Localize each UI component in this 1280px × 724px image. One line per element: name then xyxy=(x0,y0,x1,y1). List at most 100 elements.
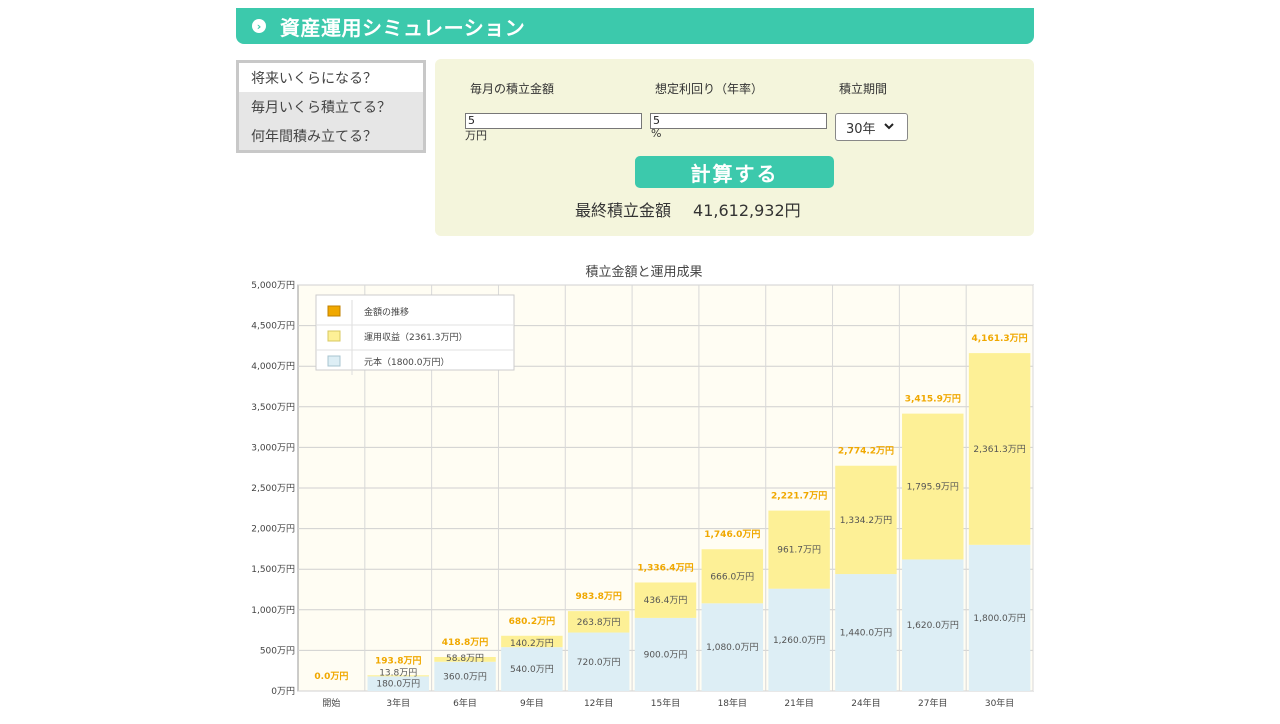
tab-monthly-amount[interactable]: 毎月いくら積立てる？ xyxy=(251,99,391,116)
monthly-amount-label: 毎月の積立金額 xyxy=(470,82,555,96)
legend-label: 運用収益（2361.3万円） xyxy=(364,331,468,343)
bar-profit xyxy=(434,656,496,662)
bar-principal-label: 1,800.0万円 xyxy=(973,613,1025,624)
period-select[interactable]: 30年 xyxy=(835,113,908,141)
tab-future-amount[interactable]: 将来いくらになる？ xyxy=(239,63,423,92)
x-tick-label: 15年目 xyxy=(651,697,680,709)
bar-principal xyxy=(634,617,697,691)
y-tick-label: 4,000万円 xyxy=(251,361,295,372)
chart-container: 積立金額と運用成果 0万円 500万円 1,000万円 1,500万円 2,000万円 2,… xyxy=(236,258,1034,720)
bar-principal-label: 900.0万円 xyxy=(644,649,688,660)
bar-principal xyxy=(567,632,630,691)
bar-profit xyxy=(768,510,830,589)
bar-profit-label: 2,361.3万円 xyxy=(973,444,1025,455)
y-tick-label: 1,000万円 xyxy=(251,605,295,616)
monthly-amount-unit: 万円 xyxy=(465,129,487,142)
monthly-amount-input[interactable]: 5 xyxy=(465,113,642,129)
y-tick-label: 2,500万円 xyxy=(251,483,295,494)
bar-profit-label: 140.2万円 xyxy=(510,638,554,649)
result-label: 最終積立金額 xyxy=(575,201,672,220)
bar-principal xyxy=(768,588,830,691)
legend-swatch xyxy=(327,355,341,367)
simulation-form: 毎月の積立金額 想定利回り（年率） 積立期間 5 万円 5 % 30年 計算する… xyxy=(435,59,1034,236)
x-tick-label: 12年目 xyxy=(584,697,613,709)
calculate-button[interactable]: 計算する xyxy=(635,156,834,188)
bar-total-label: 0.0万円 xyxy=(314,671,348,682)
bar-principal-label: 1,440.0万円 xyxy=(840,628,892,639)
bar-profit-label: 1,795.9万円 xyxy=(907,482,959,493)
bar-total-label: 193.8万円 xyxy=(375,655,421,666)
bar-profit xyxy=(835,465,897,575)
bar-principal-label: 180.0万円 xyxy=(376,679,420,690)
expected-rate-unit: % xyxy=(651,127,662,140)
bar-total-label: 2,774.2万円 xyxy=(838,446,894,457)
bar-principal-label: 540.0万円 xyxy=(510,664,554,675)
app-header: › 資産運用シミュレーション xyxy=(236,8,1034,44)
bar-profit-label: 436.4万円 xyxy=(644,595,688,606)
x-tick-label: 開始 xyxy=(322,697,340,709)
period-label: 積立期間 xyxy=(839,82,888,96)
bar-profit xyxy=(634,582,697,618)
bar-profit-label: 263.8万円 xyxy=(577,617,621,628)
bar-profit xyxy=(367,675,429,677)
result-value: 41,612,932円 xyxy=(693,201,801,220)
page-title: 資産運用シミュレーション xyxy=(280,15,526,40)
bar-total-label: 1,336.4万円 xyxy=(637,562,693,573)
bar-profit xyxy=(968,353,1031,545)
y-tick-label: 3,500万円 xyxy=(251,402,295,413)
bar-principal xyxy=(902,559,964,691)
legend-swatch xyxy=(327,330,341,342)
expected-rate-input[interactable]: 5 xyxy=(650,113,827,129)
bar-principal-label: 1,260.0万円 xyxy=(773,635,825,646)
y-tick-label: 2,000万円 xyxy=(251,524,295,535)
chevron-down-icon xyxy=(883,122,894,133)
y-tick-label: 500万円 xyxy=(260,645,295,656)
bar-total-label: 4,161.3万円 xyxy=(972,333,1028,344)
bar-total-label: 418.8万円 xyxy=(442,637,488,648)
y-tick-label: 0万円 xyxy=(271,686,295,697)
bar-principal-label: 1,080.0万円 xyxy=(706,642,758,653)
period-select-value: 30年 xyxy=(846,121,876,137)
x-tick-label: 3年目 xyxy=(386,697,410,709)
bar-profit-label: 961.7万円 xyxy=(777,545,821,556)
accumulation-chart: 積立金額と運用成果 0万円 500万円 1,000万円 1,500万円 2,000万円 2,… xyxy=(251,264,1034,709)
bar-total-label: 1,746.0万円 xyxy=(704,529,760,540)
bar-profit xyxy=(701,549,764,604)
bar-total-label: 983.8万円 xyxy=(575,591,621,602)
x-tick-label: 21年目 xyxy=(784,697,813,709)
bar-principal xyxy=(434,661,496,691)
x-tick-label: 27年目 xyxy=(918,697,947,709)
expected-rate-label: 想定利回り（年率） xyxy=(655,82,764,96)
chart-title: 積立金額と運用成果 xyxy=(585,264,702,280)
legend-label: 元本（1800.0万円） xyxy=(364,356,450,368)
bar-principal xyxy=(501,647,563,691)
x-tick-label: 9年目 xyxy=(520,697,544,709)
bar-principal xyxy=(835,574,897,691)
y-tick-label: 3,000万円 xyxy=(251,442,295,453)
bar-principal xyxy=(701,603,764,691)
legend-box xyxy=(315,294,515,371)
legend-label: 金額の推移 xyxy=(364,306,409,318)
bar-profit xyxy=(501,635,563,648)
bar-profit-label: 58.8万円 xyxy=(446,653,484,664)
bar-profit-label: 666.0万円 xyxy=(710,571,754,582)
bar-principal-label: 720.0万円 xyxy=(577,657,621,668)
tab-years[interactable]: 何年間積み立てる？ xyxy=(251,128,377,145)
bar-profit-label: 1,334.2万円 xyxy=(840,515,892,526)
x-tick-label: 24年目 xyxy=(851,697,880,709)
mode-tabs: 将来いくらになる？ 毎月いくら積立てる？ 何年間積み立てる？ xyxy=(236,60,426,153)
x-tick-label: 30年目 xyxy=(985,697,1014,709)
bar-total-label: 680.2万円 xyxy=(509,616,555,627)
y-tick-label: 4,500万円 xyxy=(251,321,295,332)
result-line: 最終積立金額 41,612,932円 xyxy=(575,197,801,221)
bar-total-label: 3,415.9万円 xyxy=(905,394,961,405)
bar-principal-label: 1,620.0万円 xyxy=(907,620,959,631)
chevron-right-circle-icon: › xyxy=(252,19,266,33)
legend-swatch xyxy=(327,305,341,317)
y-tick-label: 1,500万円 xyxy=(251,564,295,575)
bar-principal xyxy=(367,676,429,691)
bar-total-label: 2,221.7万円 xyxy=(771,491,827,502)
x-tick-label: 18年目 xyxy=(718,697,747,709)
bar-principal-label: 360.0万円 xyxy=(443,671,487,682)
x-tick-label: 6年目 xyxy=(453,697,477,709)
